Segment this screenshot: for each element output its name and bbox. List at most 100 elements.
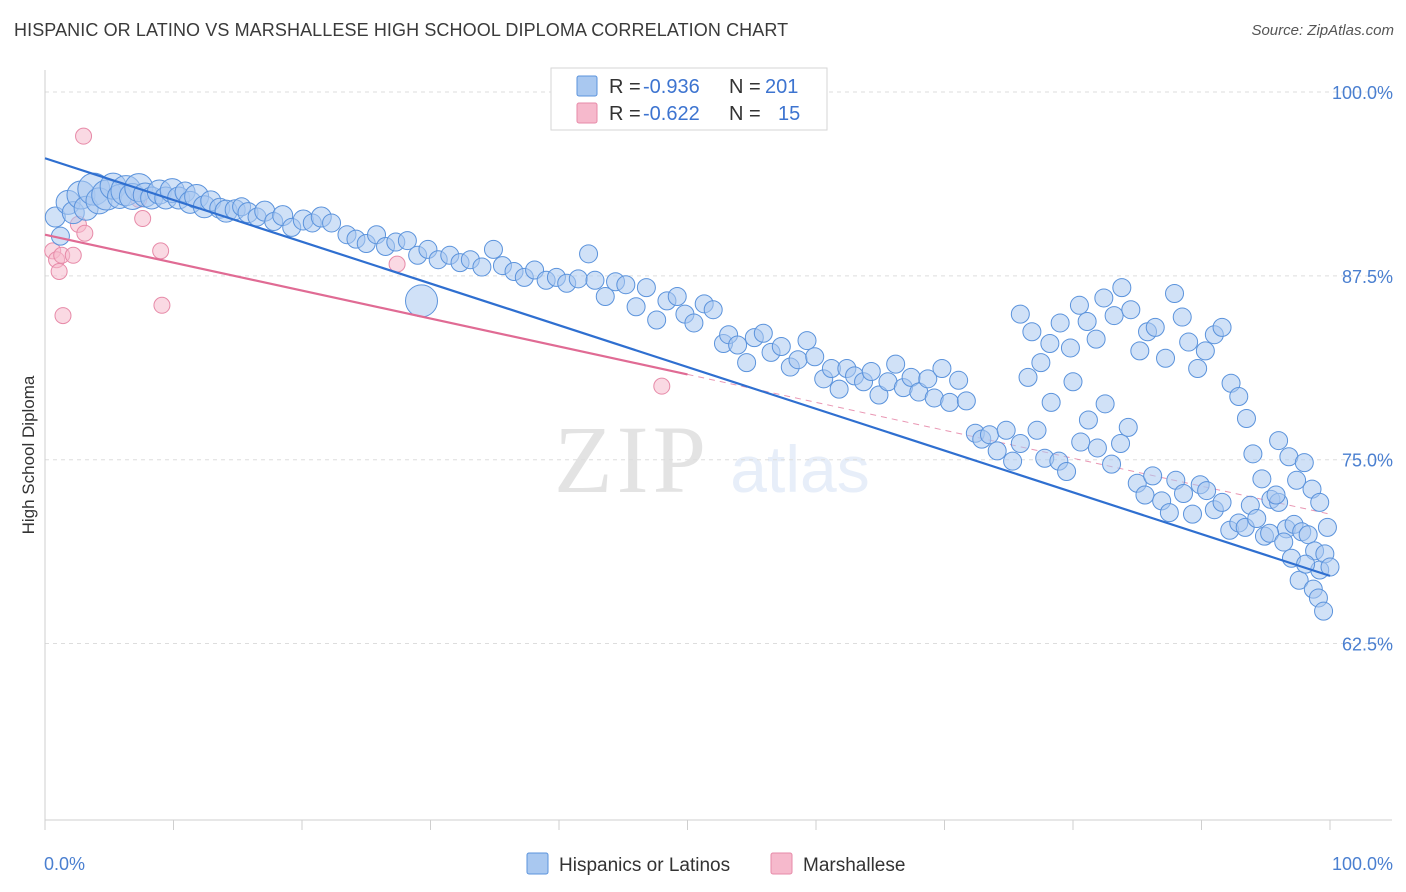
hispanic-point	[1094, 288, 1114, 308]
hispanic-point	[1041, 392, 1061, 412]
hispanic-point	[1130, 341, 1150, 361]
hispanic-point	[626, 297, 646, 317]
hispanic-point	[1179, 332, 1199, 352]
hispanic-point	[1229, 386, 1249, 406]
hispanic-point	[397, 231, 417, 251]
hispanic-point	[1121, 300, 1141, 320]
hispanic-point	[1010, 304, 1030, 324]
y-tick-label: 87.5%	[1342, 267, 1393, 287]
hispanic-point	[1078, 410, 1098, 430]
hispanic-point	[1317, 517, 1337, 537]
y-tick-label: 62.5%	[1342, 635, 1393, 655]
hispanic-point	[1287, 470, 1307, 490]
hispanic-point	[1310, 492, 1330, 512]
hispanic-point	[996, 420, 1016, 440]
hispanic-point	[1112, 278, 1132, 298]
hispanic-point	[1003, 451, 1023, 471]
y-tick-label: 100.0%	[1332, 83, 1393, 103]
marshallese-point	[54, 307, 72, 325]
hispanic-point	[1260, 523, 1280, 543]
hispanic-point	[1087, 438, 1107, 458]
hispanic-point	[886, 354, 906, 374]
x-tick-label: 0.0%	[44, 854, 85, 874]
marshallese-points	[44, 127, 671, 395]
marshallese-point	[50, 262, 68, 280]
hispanic-point	[932, 359, 952, 379]
hispanic-point	[728, 335, 748, 355]
hispanic-point	[322, 213, 342, 233]
hispanic-point	[1197, 481, 1217, 501]
hispanic-point	[753, 323, 773, 343]
hispanic-point	[1145, 317, 1165, 337]
hispanic-point	[1212, 317, 1232, 337]
legend-r-label-blue: R =	[609, 76, 641, 98]
hispanic-point	[1104, 306, 1124, 326]
marshallese-point	[76, 224, 94, 242]
hispanic-point	[829, 379, 849, 399]
hispanic-point	[1247, 509, 1267, 529]
hispanic-point	[1159, 503, 1179, 523]
axes	[44, 70, 1392, 830]
hispanic-point	[647, 310, 667, 330]
legend-r-value-pink: -0.622	[643, 103, 700, 125]
marshallese-point	[64, 246, 82, 264]
marshallese-point	[153, 296, 171, 314]
hispanic-point	[797, 331, 817, 351]
hispanic-point	[1060, 338, 1080, 358]
hispanic-point	[1320, 557, 1340, 577]
hispanic-point	[956, 391, 976, 411]
hispanic-point	[1031, 353, 1051, 373]
source-credit: Source: ZipAtlas.com	[1251, 22, 1394, 39]
hispanic-point	[737, 353, 757, 373]
x-tick-label: 100.0%	[1332, 854, 1393, 874]
bottom-legend: Hispanics or Latinos Marshallese	[526, 852, 905, 876]
hispanic-point	[1040, 334, 1060, 354]
hispanic-point	[1027, 420, 1047, 440]
hispanic-point	[1111, 434, 1131, 454]
hispanic-point	[1314, 601, 1334, 621]
hispanic-point	[1063, 372, 1083, 392]
marshallese-trend-line	[44, 233, 688, 376]
hispanic-point	[1183, 504, 1203, 524]
legend-n-value-blue: 201	[765, 76, 798, 98]
hispanic-point	[1135, 485, 1155, 505]
hispanic-point	[1143, 466, 1163, 486]
watermark-atlas: atlas	[730, 432, 869, 506]
legend-n-label-blue: N =	[729, 76, 761, 98]
hispanic-point	[1010, 434, 1030, 454]
hispanic-point	[579, 244, 599, 264]
watermark: ZIP atlas	[554, 406, 870, 513]
hispanic-point	[585, 270, 605, 290]
marshallese-point	[152, 242, 170, 260]
hispanic-point	[1174, 484, 1194, 504]
hispanic-point	[1266, 485, 1286, 505]
legend-n-label-pink: N =	[729, 103, 761, 125]
hispanic-point	[979, 425, 999, 445]
legend-n-value-pink: 15	[778, 103, 800, 125]
bottom-legend-swatch-pink	[770, 852, 793, 875]
legend-swatch-pink	[576, 102, 598, 124]
hispanic-point	[1022, 322, 1042, 342]
hispanic-point	[568, 269, 588, 289]
hispanic-point	[869, 385, 889, 405]
hispanic-trend-line	[44, 157, 1331, 577]
hispanic-point	[1274, 532, 1294, 552]
hispanic-point	[949, 370, 969, 390]
hispanic-point	[472, 257, 492, 277]
y-tick-label: 75.0%	[1342, 451, 1393, 471]
hispanic-point	[1018, 367, 1038, 387]
hispanic-point	[1077, 311, 1097, 331]
hispanic-point	[1165, 284, 1185, 304]
hispanic-point	[1057, 461, 1077, 481]
hispanic-point	[805, 347, 825, 367]
hispanic-point	[616, 275, 636, 295]
hispanic-point	[483, 239, 503, 259]
hispanic-point	[1252, 469, 1272, 489]
legend-r-label-pink: R =	[609, 103, 641, 125]
hispanic-point	[1243, 444, 1263, 464]
hispanic-point	[703, 300, 723, 320]
hispanic-point	[1118, 417, 1138, 437]
hispanic-point	[1269, 431, 1289, 451]
hispanic-point	[788, 350, 808, 370]
hispanic-points	[44, 172, 1340, 621]
